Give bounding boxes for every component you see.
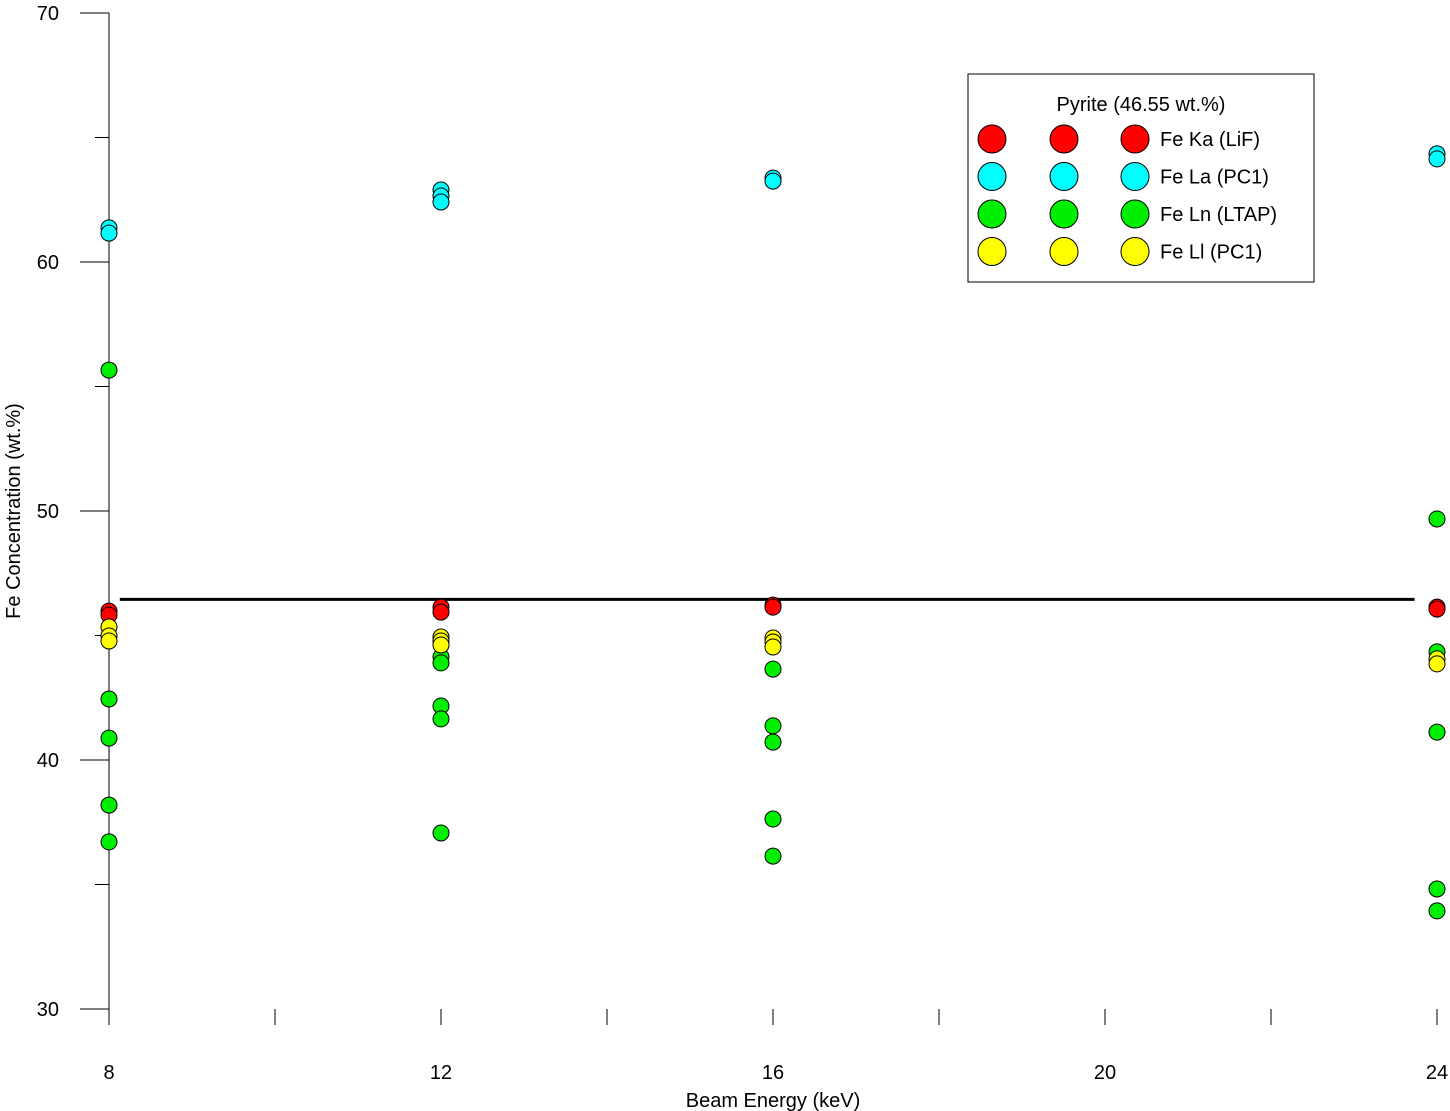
y-tick-label: 60 bbox=[37, 252, 59, 274]
y-tick-label: 30 bbox=[37, 999, 59, 1021]
legend-marker bbox=[1049, 199, 1079, 229]
legend-label: Fe Ka (LiF) bbox=[1160, 129, 1260, 151]
data-point bbox=[432, 654, 450, 672]
legend-marker bbox=[1120, 124, 1150, 154]
legend-marker bbox=[1120, 199, 1150, 229]
data-point bbox=[1428, 655, 1446, 673]
legend-marker bbox=[1049, 124, 1079, 154]
legend-label: Fe Ln (LTAP) bbox=[1160, 204, 1277, 226]
data-point bbox=[432, 710, 450, 728]
data-point bbox=[764, 172, 782, 190]
data-point bbox=[1428, 880, 1446, 898]
data-point bbox=[100, 796, 118, 814]
y-tick-label: 70 bbox=[37, 3, 59, 25]
x-tick-label: 20 bbox=[1094, 1062, 1116, 1084]
x-tick-label: 24 bbox=[1426, 1062, 1448, 1084]
legend-label: Fe La (PC1) bbox=[1160, 167, 1269, 189]
data-point bbox=[1428, 723, 1446, 741]
legend-marker bbox=[977, 124, 1007, 154]
data-point bbox=[1428, 510, 1446, 528]
legend-marker bbox=[1049, 237, 1079, 266]
data-point bbox=[432, 193, 450, 211]
data-point bbox=[764, 638, 782, 656]
data-point bbox=[100, 833, 118, 851]
y-tick-label: 50 bbox=[37, 501, 59, 523]
data-point bbox=[432, 824, 450, 842]
legend-marker bbox=[977, 199, 1007, 229]
legend-marker bbox=[977, 162, 1007, 191]
data-point bbox=[764, 733, 782, 751]
legend-title: Pyrite (46.55 wt.%) bbox=[1057, 94, 1226, 116]
legend-marker bbox=[1120, 237, 1150, 266]
x-tick-label: 8 bbox=[103, 1062, 114, 1084]
data-point bbox=[1428, 600, 1446, 618]
data-point bbox=[764, 847, 782, 865]
y-axis-label: Fe Concentration (wt.%) bbox=[3, 403, 25, 619]
x-tick-label: 12 bbox=[430, 1062, 452, 1084]
data-point bbox=[764, 810, 782, 828]
data-point bbox=[432, 636, 450, 654]
data-point bbox=[100, 224, 118, 242]
x-axis-label: Beam Energy (keV) bbox=[686, 1090, 861, 1111]
y-tick-label: 40 bbox=[37, 750, 59, 772]
legend-label: Fe Ll (PC1) bbox=[1160, 242, 1262, 264]
data-points bbox=[100, 145, 1446, 920]
data-point bbox=[100, 690, 118, 708]
data-point bbox=[764, 660, 782, 678]
data-point bbox=[764, 598, 782, 616]
data-point bbox=[100, 632, 118, 650]
data-point bbox=[1428, 902, 1446, 920]
axes: 30 40 50 60 70 8 12 16 20 24 bbox=[37, 3, 1448, 1084]
legend: Pyrite (46.55 wt.%) Fe Ka (LiF) Fe La (PC… bbox=[967, 73, 1315, 283]
x-tick-label: 16 bbox=[762, 1062, 784, 1084]
data-point bbox=[100, 361, 118, 379]
data-point bbox=[1428, 150, 1446, 168]
data-point bbox=[432, 603, 450, 621]
legend-marker bbox=[1049, 162, 1079, 191]
data-point bbox=[764, 717, 782, 735]
legend-marker bbox=[1120, 162, 1150, 191]
data-point bbox=[100, 729, 118, 747]
legend-marker bbox=[977, 237, 1007, 266]
